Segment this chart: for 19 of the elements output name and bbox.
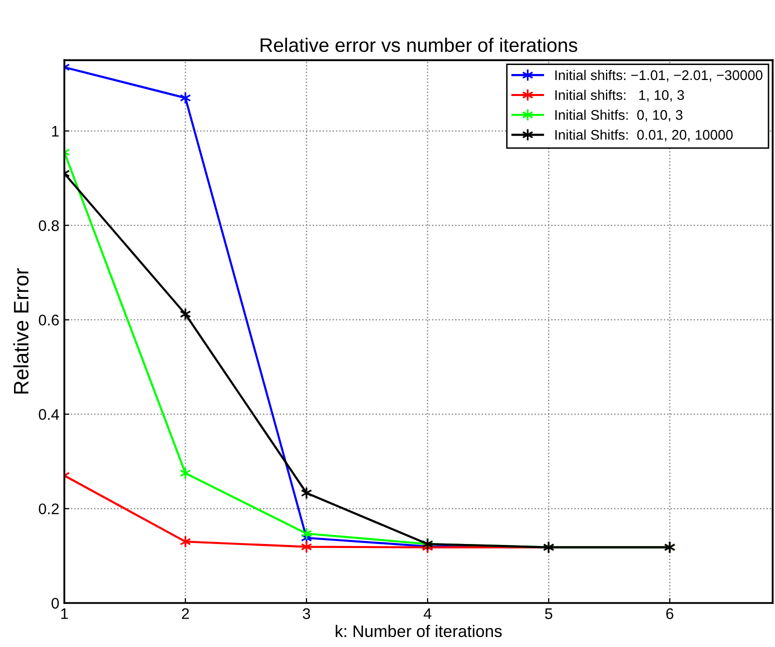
- x-axis-title: k: Number of iterations: [336, 624, 502, 638]
- x-tick-label: 2: [182, 608, 189, 619]
- x-tick-label: 6: [666, 608, 674, 620]
- y-tick-label: 1: [52, 126, 59, 137]
- legend-label: Initial Shitfs: 0.01, 20, 10000: [555, 130, 733, 142]
- legend-label: Initial Shitfs: 0, 10, 3: [555, 110, 682, 122]
- y-tick-label: 0: [52, 598, 59, 609]
- legend-label: Initial shifts: −1.01, −2.01, −30000: [555, 70, 762, 82]
- y-tick-label: 0.6: [38, 314, 59, 326]
- y-tick-label: 0.4: [38, 409, 60, 420]
- x-tick-label: 1: [61, 608, 68, 619]
- legend-label: Initial shifts: 1, 10, 3: [555, 90, 684, 102]
- chart-title: Relative error vs number of iterations: [260, 38, 578, 52]
- x-tick-label: 3: [302, 608, 310, 620]
- x-tick-label: 5: [545, 608, 552, 620]
- y-tick-label: 0.8: [38, 220, 59, 232]
- x-tick-label: 4: [424, 608, 432, 619]
- y-axis-title: Relative Error: [13, 268, 29, 394]
- y-tick-label: 0.2: [38, 503, 59, 514]
